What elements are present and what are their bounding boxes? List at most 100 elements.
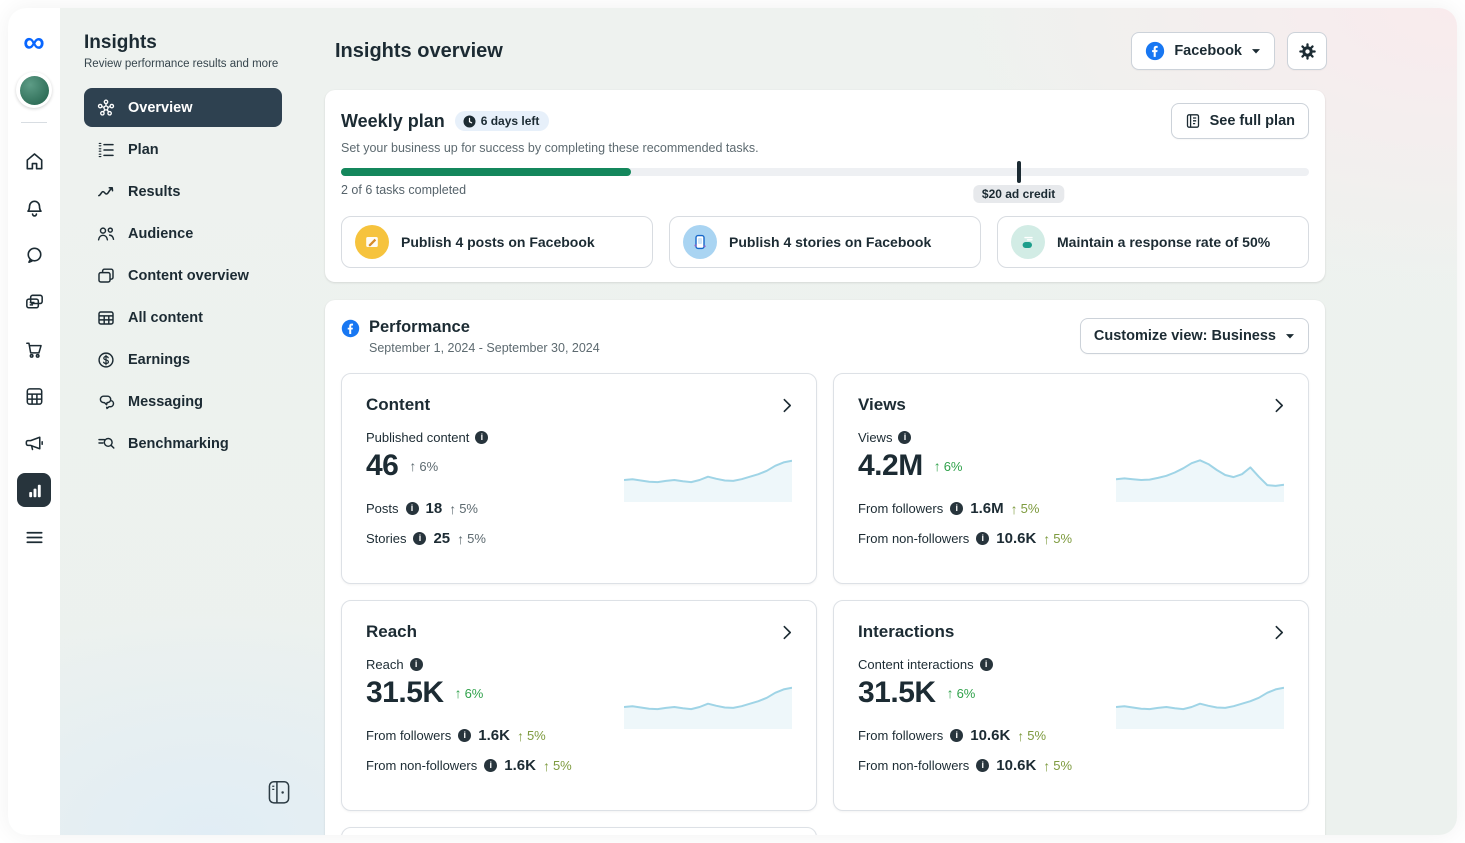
info-icon[interactable]: i [979,658,993,671]
sparkline-chart [1116,459,1284,502]
sparkline-chart [1116,686,1284,729]
customize-view-label: Customize view: Business [1093,328,1276,344]
task-response-rate[interactable]: Maintain a response rate of 50% [997,216,1309,268]
sparkline-chart [624,686,792,729]
see-full-plan-button[interactable]: See full plan [1170,103,1309,139]
sidebar-item-messaging[interactable]: Messaging [84,382,282,421]
notebook-icon [1186,114,1199,128]
info-icon[interactable]: i [976,759,990,772]
home-icon[interactable] [17,144,51,178]
task-list: Publish 4 posts on Facebook Publish 4 st… [341,216,1309,268]
up-arrow-icon: ↑ [449,500,457,517]
insights-barchart-icon[interactable] [17,473,51,507]
up-arrow-icon: ↑ [946,685,954,701]
up-arrow-icon: ↑ [454,685,462,701]
metric-change: ↑ 6% [933,458,963,474]
planner-calculator-icon[interactable] [17,379,51,413]
sidebar-item-earnings[interactable]: Earnings [84,340,282,379]
metric-change: ↑ 6% [409,458,439,474]
chevron-right-icon[interactable] [783,398,792,413]
plan-list-icon [98,142,114,157]
commerce-cart-icon[interactable] [17,332,51,366]
task-publish-posts[interactable]: Publish 4 posts on Facebook [341,216,653,268]
metric-card-title: Content [366,395,431,414]
sidebar-item-all-content[interactable]: All content [84,298,282,337]
sidebar-item-plan[interactable]: Plan [84,130,282,169]
metric-card-interactions[interactable]: Interactions Content interactions i 31.5… [833,600,1309,811]
tasks-completed-label: 2 of 6 tasks completed [341,183,467,197]
sidebar-item-overview[interactable]: Overview [84,88,282,127]
account-avatar[interactable] [16,72,52,108]
metric-card-title: Interactions [858,622,955,641]
info-icon[interactable]: i [409,658,423,671]
metric-label: Reach [366,657,404,672]
info-icon[interactable]: i [950,729,964,742]
info-icon[interactable]: i [475,431,489,444]
metric-value: 31.5K [858,676,936,709]
sidebar-item-content-overview[interactable]: Content overview [84,256,282,295]
sidebar-item-label: Benchmarking [128,435,229,452]
chat-response-icon [1011,225,1045,259]
account-selector-label: Facebook [1174,43,1242,59]
customize-view-button[interactable]: Customize view: Business [1079,318,1309,354]
sidebar-item-label: Earnings [128,351,191,368]
info-icon[interactable]: i [950,502,964,515]
sidebar-nav: Overview Plan Results Audience Content o… [84,88,282,463]
inbox-chat-icon[interactable] [17,238,51,272]
up-arrow-icon: ↑ [409,458,417,474]
clock-icon [463,115,476,127]
account-selector-button[interactable]: Facebook [1131,32,1275,70]
sidebar-subtitle: Review performance results and more [84,58,279,70]
content-posts-icon[interactable] [17,285,51,319]
metric-sub-row: Posts i 18 ↑ 5% [366,500,478,517]
icon-rail: ∞ [8,8,60,835]
metric-card-partial[interactable] [341,827,817,835]
messaging-bubbles-icon [99,394,115,409]
metric-sub-row: From non-followers i 10.6K ↑ 5% [858,757,1073,774]
metric-sub-row: From non-followers i 10.6K ↑ 5% [858,530,1073,547]
chevron-right-icon[interactable] [783,625,792,640]
chevron-right-icon[interactable] [1275,398,1284,413]
see-full-plan-label: See full plan [1209,113,1295,129]
up-arrow-icon: ↑ [542,757,550,774]
overview-cluster-icon [97,99,115,116]
ads-megaphone-icon[interactable] [17,426,51,460]
progress-fill [341,168,632,176]
ad-credit-pill: $20 ad credit [972,185,1065,203]
weekly-plan-subtitle: Set your business up for success by comp… [341,141,759,155]
content-overview-pages-icon [98,267,114,283]
sidebar-item-results[interactable]: Results [84,172,282,211]
sparkline-chart [624,459,792,502]
task-publish-stories[interactable]: Publish 4 stories on Facebook [669,216,981,268]
facebook-icon [341,319,360,338]
sidebar-item-benchmarking[interactable]: Benchmarking [84,424,282,463]
info-icon[interactable]: i [898,431,912,444]
menu-hamburger-icon[interactable] [17,520,51,554]
metric-sub-row: From non-followers i 1.6K ↑ 5% [366,757,572,774]
metric-card-content[interactable]: Content Published content i 46 ↑ 6% [341,373,817,584]
info-icon[interactable]: i [405,502,419,515]
sidebar-item-label: Results [128,183,181,200]
facebook-icon [1146,41,1165,61]
info-icon[interactable]: i [458,729,472,742]
metric-label: Published content [366,430,470,445]
meta-logo-icon[interactable]: ∞ [23,26,45,59]
metric-sub-row: Stories i 25 ↑ 5% [366,530,486,547]
chevron-right-icon[interactable] [1275,625,1284,640]
chevron-down-icon [1252,48,1260,53]
metric-grid: Content Published content i 46 ↑ 6% [341,373,1309,835]
gear-icon [1298,42,1316,60]
info-icon[interactable]: i [413,532,427,545]
avatar-image [19,75,49,105]
notifications-bell-icon[interactable] [17,191,51,225]
metric-card-views[interactable]: Views Views i 4.2M ↑ 6% [833,373,1309,584]
settings-gear-button[interactable] [1287,32,1327,70]
metric-label: Views [858,430,893,445]
audience-people-icon [97,226,115,241]
sidebar-item-audience[interactable]: Audience [84,214,282,253]
info-icon[interactable]: i [976,532,990,545]
sidebar-collapse-icon[interactable] [266,779,292,805]
info-icon[interactable]: i [484,759,498,772]
main-header: Insights overview Facebook [335,32,1327,70]
metric-card-reach[interactable]: Reach Reach i 31.5K ↑ 6% [341,600,817,811]
